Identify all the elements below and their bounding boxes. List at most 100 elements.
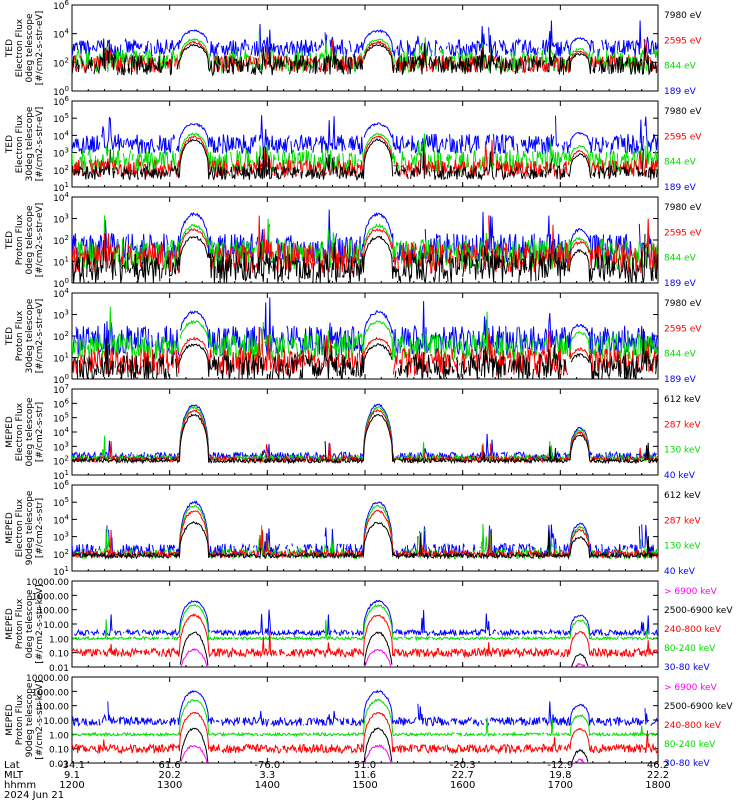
y-tick-label: 106 xyxy=(53,397,69,410)
legend-label: 130 keV xyxy=(664,542,701,552)
legend-label: 240-800 keV xyxy=(664,625,722,635)
panel-title-line: [#/cm2-s-str] xyxy=(35,498,45,558)
series-line xyxy=(72,613,658,659)
panel-7: 0.010.101.0010.00100.001000.0010000.00ME… xyxy=(5,578,733,674)
panel-title: MEPEDProton Flux90deg telescope[#/cm2-s-… xyxy=(5,680,45,759)
series-line xyxy=(72,413,658,465)
panel-title-line: Proton Flux xyxy=(15,310,25,361)
panel-title: TEDProton Flux30deg telescope[#/cm2-s-st… xyxy=(5,298,45,373)
y-tick-label: 10000.00 xyxy=(26,578,69,588)
legend-label: 287 keV xyxy=(664,516,701,526)
panel-title-line: 0deg telescope xyxy=(25,205,35,275)
series-line xyxy=(72,20,658,59)
panel-title: MEPEDElectron Flux0deg telescope[#/cm2-s… xyxy=(5,397,45,467)
x-row-label-lat: Lat xyxy=(4,760,20,771)
legend-label: > 6900 keV xyxy=(664,587,718,597)
series-line xyxy=(72,138,658,182)
series-line xyxy=(72,698,658,738)
x-tick-label: 3.3 xyxy=(259,770,275,781)
panel-title-line: [#/cm2-s-str-eV] xyxy=(35,107,45,182)
legend-label: 844 eV xyxy=(664,62,697,72)
y-tick-label: 10.00 xyxy=(43,717,69,727)
series-line xyxy=(72,328,658,379)
y-tick-label: 1.00 xyxy=(49,731,69,741)
series-line xyxy=(179,631,589,667)
series-line xyxy=(72,711,658,755)
y-tick-label: 103 xyxy=(53,147,69,160)
panel-title-line: 90deg telescope xyxy=(25,682,35,757)
x-tick-label: 11.6 xyxy=(354,770,376,781)
x-tick-label: -12.9 xyxy=(547,760,573,771)
panel-title-line: Proton Flux xyxy=(15,598,25,649)
x-tick-label: 51.0 xyxy=(354,760,376,771)
panel-title-line: [#/cm2-s-str-keV] xyxy=(35,584,45,663)
legend-label: 40 keV xyxy=(664,567,696,577)
legend-label: 2500-6900 keV xyxy=(664,702,733,712)
legend-label: 2595 eV xyxy=(664,132,702,142)
legend-label: 30-80 keV xyxy=(664,663,710,673)
legend-label: 287 keV xyxy=(664,420,701,430)
x-tick-label: 19.8 xyxy=(549,770,571,781)
y-tick-label: 100.00 xyxy=(38,703,70,713)
y-tick-label: 101 xyxy=(53,256,69,269)
x-tick-label: 1300 xyxy=(157,780,182,791)
panel-title-line: [#/cm2-s-str-eV] xyxy=(35,11,45,86)
legend-label: 80-240 keV xyxy=(664,740,716,750)
panel-title-line: 0deg telescope xyxy=(25,13,35,83)
panel-title-line: MEPED xyxy=(5,416,15,448)
panel-title-line: TED xyxy=(5,327,15,346)
date-label: 2024 Jun 21 xyxy=(4,790,64,800)
x-tick-label: 1200 xyxy=(59,780,84,791)
y-tick-label: 101 xyxy=(53,352,69,365)
series-line xyxy=(72,115,658,155)
panel-title-line: 0deg telescope xyxy=(25,589,35,659)
y-tick-label: 1000.00 xyxy=(32,592,69,602)
y-tick-label: 0.01 xyxy=(49,664,69,674)
y-tick-label: 103 xyxy=(53,213,69,226)
legend-label: 189 eV xyxy=(664,375,697,385)
x-tick-label: 20.2 xyxy=(159,770,181,781)
series-line xyxy=(72,689,658,728)
series-line xyxy=(72,520,658,561)
panel-title-line: Electron Flux xyxy=(15,114,25,173)
x-tick-label: 1400 xyxy=(255,780,280,791)
x-row-label-hhmm: hhmm xyxy=(4,780,36,791)
y-tick-label: 104 xyxy=(53,129,69,142)
x-tick-label: 1600 xyxy=(450,780,475,791)
legend-label: > 6900 keV xyxy=(664,683,718,693)
legend-label: 7980 eV xyxy=(664,203,702,213)
y-tick-label: 105 xyxy=(53,496,69,509)
x-tick-label: 22.7 xyxy=(452,770,474,781)
panel-title: TEDElectron Flux30deg telescope[#/cm2-s-… xyxy=(5,106,45,181)
panel-title: TEDElectron Flux0deg telescope[#/cm2-s-s… xyxy=(5,11,45,86)
legend-label: 612 keV xyxy=(664,491,701,501)
y-tick-label: 103 xyxy=(53,440,69,453)
legend-label: 2500-6900 keV xyxy=(664,606,733,616)
legend-label: 130 keV xyxy=(664,446,701,456)
x-tick-label: 9.1 xyxy=(64,770,80,781)
series-line xyxy=(180,744,586,763)
legend-label: 7980 eV xyxy=(664,299,702,309)
y-tick-label: 102 xyxy=(53,234,69,247)
panel-title: MEPEDElectron Flux90deg telescope[#/cm2-… xyxy=(5,490,45,565)
panel-title-line: 0deg telescope xyxy=(25,397,35,467)
legend-label: 844 eV xyxy=(664,254,697,264)
y-tick-label: 10.00 xyxy=(43,621,69,631)
series-line xyxy=(72,603,658,642)
legend-label: 2595 eV xyxy=(664,36,702,46)
y-tick-label: 0.10 xyxy=(49,746,69,756)
y-tick-label: 102 xyxy=(53,330,69,343)
series-line xyxy=(180,647,587,667)
y-tick-label: 102 xyxy=(53,548,69,561)
panel-title-line: Proton Flux xyxy=(15,694,25,745)
x-tick-label: 22.2 xyxy=(647,770,669,781)
panel-title-line: 90deg telescope xyxy=(25,490,35,565)
panel-title-line: Electron Flux xyxy=(15,18,25,77)
panel-title-line: [#/cm2-s-str-eV] xyxy=(35,203,45,278)
